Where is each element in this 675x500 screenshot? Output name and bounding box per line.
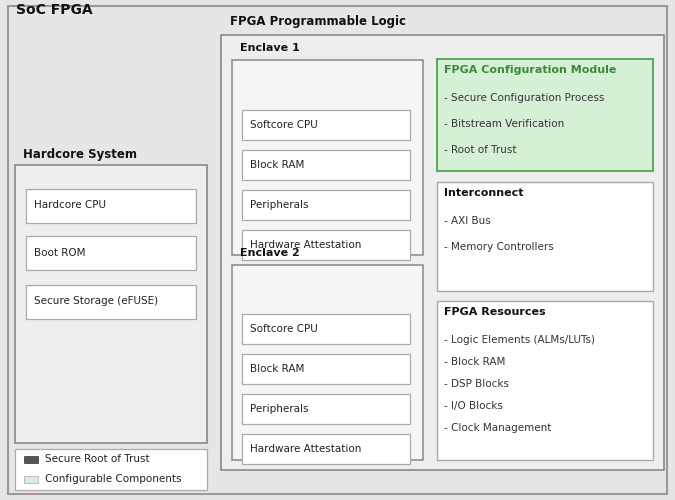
Text: - Clock Management: - Clock Management [444,423,551,433]
Text: Enclave 1: Enclave 1 [240,43,300,53]
Text: Secure Storage (eFUSE): Secure Storage (eFUSE) [34,296,158,306]
Text: FPGA Resources: FPGA Resources [444,307,546,317]
Bar [242,434,410,464]
Bar [26,284,196,318]
Text: Softcore CPU: Softcore CPU [250,324,317,334]
Text: Block RAM: Block RAM [250,160,304,170]
Text: Enclave 2: Enclave 2 [240,248,300,258]
Bar [24,476,38,482]
Bar [242,394,410,424]
Text: - AXI Bus: - AXI Bus [444,216,491,226]
Bar [437,301,653,460]
Text: - Block RAM: - Block RAM [444,357,506,367]
Text: Configurable Components: Configurable Components [45,474,181,484]
Bar [242,190,410,220]
Text: Block RAM: Block RAM [250,364,304,374]
Bar [15,449,207,490]
Text: Hardcore System: Hardcore System [23,148,137,161]
Text: - Bitstream Verification: - Bitstream Verification [444,119,564,129]
Text: Secure Root of Trust: Secure Root of Trust [45,454,149,464]
Bar [437,59,653,171]
Text: Hardware Attestation: Hardware Attestation [250,240,361,250]
Text: - Memory Controllers: - Memory Controllers [444,242,554,252]
Bar [232,265,423,460]
Text: - DSP Blocks: - DSP Blocks [444,379,509,389]
Text: Peripherals: Peripherals [250,404,308,414]
Bar [15,165,207,442]
Bar [242,230,410,260]
Text: Hardcore CPU: Hardcore CPU [34,200,106,210]
Bar [26,236,196,270]
Bar [242,314,410,344]
Text: SoC FPGA: SoC FPGA [16,4,93,18]
Text: Peripherals: Peripherals [250,200,308,210]
Bar [26,188,196,222]
Text: - Root of Trust: - Root of Trust [444,145,516,155]
Bar [437,182,653,291]
Bar [221,35,664,470]
Text: - Logic Elements (ALMs/LUTs): - Logic Elements (ALMs/LUTs) [444,335,595,345]
Text: Boot ROM: Boot ROM [34,248,85,258]
Text: - Secure Configuration Process: - Secure Configuration Process [444,93,605,103]
Text: FPGA Configuration Module: FPGA Configuration Module [444,65,616,75]
Text: - I/O Blocks: - I/O Blocks [444,401,503,411]
Bar [242,354,410,384]
Text: Interconnect: Interconnect [444,188,524,198]
Bar [242,110,410,140]
Text: Softcore CPU: Softcore CPU [250,120,317,130]
Text: FPGA Programmable Logic: FPGA Programmable Logic [230,15,406,28]
Bar [242,150,410,180]
Bar [232,60,423,255]
Text: Hardware Attestation: Hardware Attestation [250,444,361,454]
Bar [24,456,38,462]
